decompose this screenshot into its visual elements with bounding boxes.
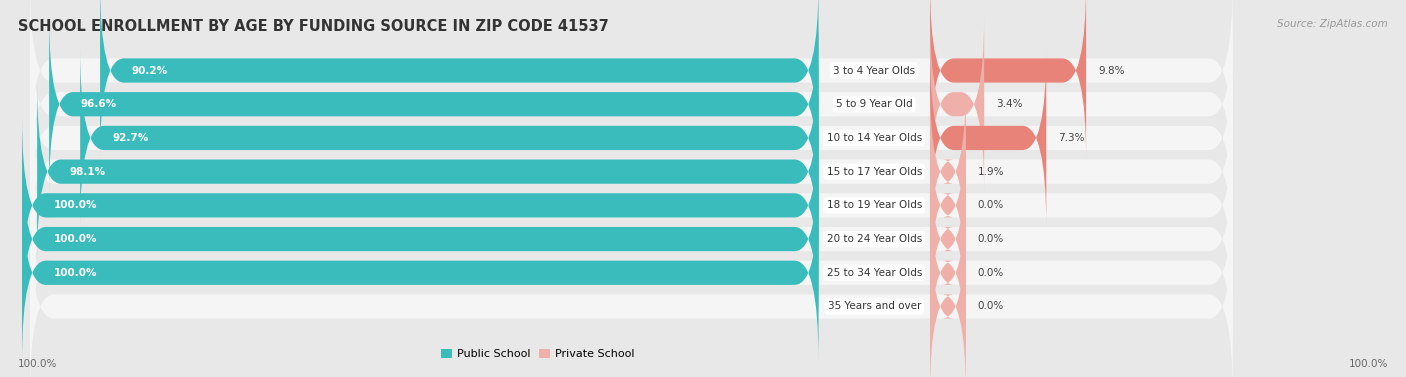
Text: 15 to 17 Year Olds: 15 to 17 Year Olds: [827, 167, 922, 177]
Text: 5 to 9 Year Old: 5 to 9 Year Old: [837, 99, 912, 109]
FancyBboxPatch shape: [929, 83, 966, 261]
Text: 100.0%: 100.0%: [53, 200, 97, 210]
Text: 20 to 24 Year Olds: 20 to 24 Year Olds: [827, 234, 922, 244]
Text: 9.8%: 9.8%: [1098, 66, 1125, 75]
Text: SCHOOL ENROLLMENT BY AGE BY FUNDING SOURCE IN ZIP CODE 41537: SCHOOL ENROLLMENT BY AGE BY FUNDING SOUR…: [18, 19, 609, 34]
Text: 18 to 19 Year Olds: 18 to 19 Year Olds: [827, 200, 922, 210]
FancyBboxPatch shape: [22, 184, 818, 362]
Text: 0.0%: 0.0%: [977, 302, 1004, 311]
Text: 100.0%: 100.0%: [1348, 359, 1388, 369]
Text: 35 Years and over: 35 Years and over: [828, 302, 921, 311]
Text: 98.1%: 98.1%: [69, 167, 105, 177]
FancyBboxPatch shape: [30, 116, 1233, 294]
FancyBboxPatch shape: [30, 49, 1233, 227]
FancyBboxPatch shape: [22, 116, 818, 294]
Text: 100.0%: 100.0%: [53, 268, 97, 278]
Text: 92.7%: 92.7%: [112, 133, 148, 143]
FancyBboxPatch shape: [30, 184, 1233, 362]
FancyBboxPatch shape: [30, 218, 1233, 377]
Text: 0.0%: 0.0%: [977, 268, 1004, 278]
Text: 100.0%: 100.0%: [18, 359, 58, 369]
FancyBboxPatch shape: [49, 15, 818, 193]
FancyBboxPatch shape: [22, 150, 818, 328]
Text: 100.0%: 100.0%: [53, 234, 97, 244]
FancyBboxPatch shape: [929, 150, 966, 328]
FancyBboxPatch shape: [30, 0, 1233, 159]
Text: 3.4%: 3.4%: [995, 99, 1022, 109]
FancyBboxPatch shape: [929, 116, 966, 294]
FancyBboxPatch shape: [929, 0, 1085, 159]
Text: 1.9%: 1.9%: [977, 167, 1004, 177]
Text: 25 to 34 Year Olds: 25 to 34 Year Olds: [827, 268, 922, 278]
Text: 96.6%: 96.6%: [82, 99, 117, 109]
Text: 0.0%: 0.0%: [977, 200, 1004, 210]
Text: 90.2%: 90.2%: [132, 66, 169, 75]
Text: 3 to 4 Year Olds: 3 to 4 Year Olds: [834, 66, 915, 75]
FancyBboxPatch shape: [30, 83, 1233, 261]
FancyBboxPatch shape: [929, 218, 966, 377]
Text: 10 to 14 Year Olds: 10 to 14 Year Olds: [827, 133, 922, 143]
FancyBboxPatch shape: [37, 83, 818, 261]
FancyBboxPatch shape: [929, 49, 1046, 227]
FancyBboxPatch shape: [30, 15, 1233, 193]
Legend: Public School, Private School: Public School, Private School: [437, 344, 638, 363]
FancyBboxPatch shape: [100, 0, 818, 159]
Text: Source: ZipAtlas.com: Source: ZipAtlas.com: [1277, 19, 1388, 29]
FancyBboxPatch shape: [929, 15, 984, 193]
Text: 7.3%: 7.3%: [1059, 133, 1084, 143]
FancyBboxPatch shape: [80, 49, 818, 227]
FancyBboxPatch shape: [30, 150, 1233, 328]
Text: 0.0%: 0.0%: [977, 234, 1004, 244]
FancyBboxPatch shape: [929, 184, 966, 362]
